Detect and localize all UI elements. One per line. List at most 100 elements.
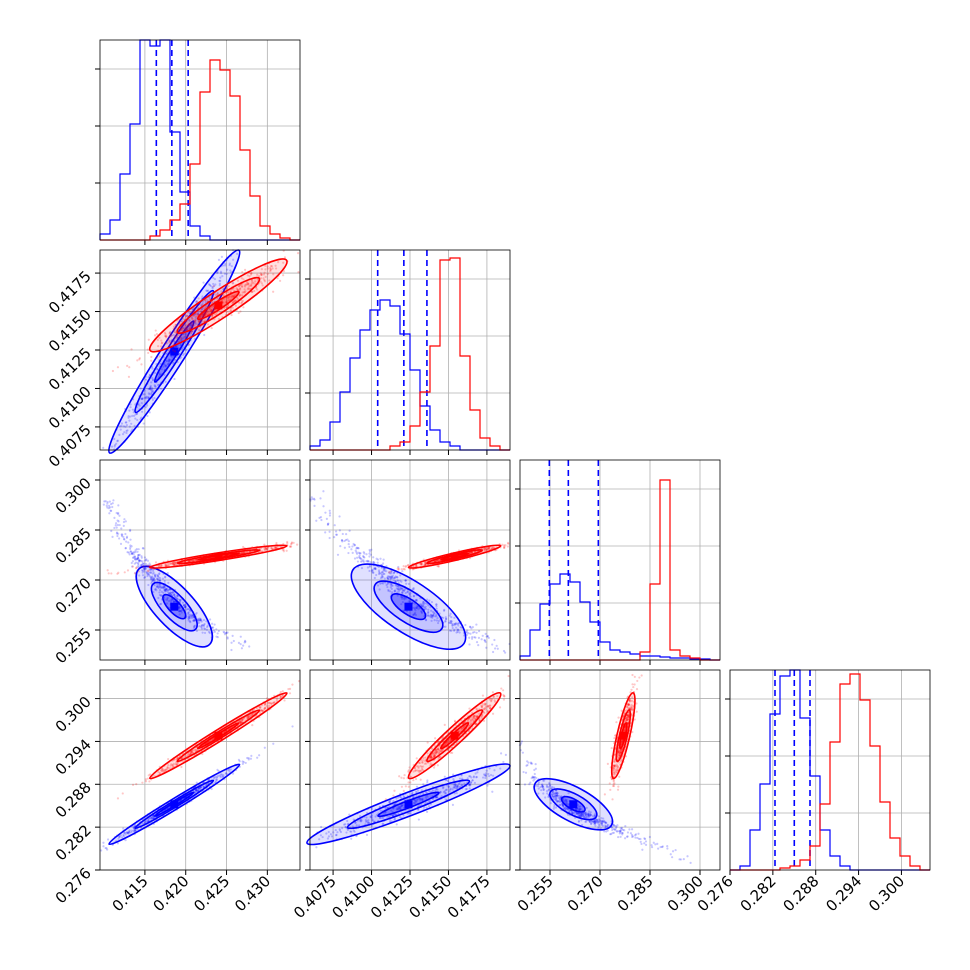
scatter-point xyxy=(370,548,373,551)
scatter-point xyxy=(197,617,200,620)
scatter-point xyxy=(285,549,288,552)
scatter-point xyxy=(258,754,261,757)
scatter-point xyxy=(114,524,117,527)
scatter-point xyxy=(191,308,194,311)
density-peak xyxy=(214,301,223,310)
scatter-point xyxy=(144,378,148,381)
scatter-point xyxy=(158,579,161,582)
scatter-point xyxy=(199,618,202,622)
scatter-point xyxy=(228,263,231,267)
scatter-point xyxy=(159,362,162,366)
scatter-point xyxy=(402,565,405,568)
scatter-point xyxy=(350,548,353,551)
scatter-point xyxy=(146,569,149,573)
scatter-point xyxy=(209,618,212,621)
scatter-point xyxy=(167,362,170,366)
scatter-point xyxy=(621,831,624,835)
scatter-point xyxy=(194,312,197,316)
scatter-point xyxy=(195,611,198,615)
scatter-point xyxy=(122,520,126,524)
scatter-point xyxy=(628,828,631,831)
scatter-point xyxy=(115,442,118,445)
scatter-point xyxy=(108,512,111,515)
scatter-point xyxy=(328,536,331,540)
scatter-point xyxy=(150,392,153,395)
scatter-point xyxy=(637,832,640,835)
scatter-point xyxy=(204,301,207,304)
scatter-point xyxy=(114,522,118,525)
scatter-point xyxy=(382,558,385,561)
scatter-point xyxy=(123,538,126,541)
scatter-point xyxy=(130,552,134,556)
scatter-point xyxy=(166,360,169,363)
scatter-point xyxy=(138,404,141,407)
scatter-point xyxy=(343,546,346,549)
scatter-point xyxy=(187,617,190,620)
scatter-point xyxy=(138,559,141,562)
scatter-point xyxy=(263,543,266,546)
scatter-point xyxy=(223,633,227,636)
scatter-point xyxy=(311,497,314,501)
scatter-point xyxy=(163,598,166,601)
scatter-point xyxy=(291,683,294,686)
scatter-point xyxy=(193,625,196,628)
scatter-point xyxy=(251,723,254,727)
scatter-point xyxy=(282,274,285,277)
scatter-point xyxy=(124,532,127,536)
scatter-point xyxy=(136,359,139,362)
scatter-point xyxy=(162,586,165,589)
scatter-point xyxy=(202,623,205,627)
scatter-point xyxy=(121,533,124,536)
scatter-point xyxy=(348,529,351,532)
scatter-point xyxy=(469,632,472,635)
panel-p1-p1 xyxy=(305,250,510,455)
scatter-point xyxy=(354,549,357,552)
scatter-point xyxy=(632,835,635,838)
scatter-point xyxy=(193,626,196,629)
scatter-point xyxy=(288,692,292,695)
scatter-point xyxy=(534,763,537,766)
scatter-point xyxy=(147,392,150,395)
scatter-point xyxy=(102,503,105,506)
scatter-point xyxy=(149,387,152,390)
scatter-point xyxy=(180,356,183,359)
scatter-point xyxy=(211,622,214,625)
scatter-point xyxy=(636,836,639,840)
scatter-point xyxy=(134,567,138,570)
scatter-point xyxy=(626,831,630,834)
scatter-point xyxy=(188,615,191,618)
scatter-point xyxy=(168,339,172,343)
scatter-point xyxy=(188,613,192,616)
y-tick-label: 0.294 xyxy=(52,736,95,779)
scatter-point xyxy=(232,281,235,285)
scatter-point xyxy=(106,569,109,572)
y-tick-label: 0.276 xyxy=(52,864,95,907)
scatter-point xyxy=(154,329,157,332)
scatter-point xyxy=(193,624,197,627)
scatter-point xyxy=(195,629,199,633)
scatter-point xyxy=(376,561,379,564)
scatter-point xyxy=(223,272,227,275)
scatter-point xyxy=(494,647,497,650)
scatter-point xyxy=(671,850,675,853)
scatter-point xyxy=(170,355,173,358)
scatter-point xyxy=(116,519,119,522)
scatter-point xyxy=(652,841,655,844)
scatter-point xyxy=(187,612,190,615)
scatter-point xyxy=(468,643,471,646)
scatter-point xyxy=(134,557,137,560)
scatter-point xyxy=(182,604,185,607)
scatter-point xyxy=(207,283,211,286)
scatter-point xyxy=(203,622,206,626)
scatter-point xyxy=(169,599,172,602)
scatter-point xyxy=(143,556,147,559)
scatter-point xyxy=(162,586,165,589)
scatter-point xyxy=(478,630,481,633)
scatter-point xyxy=(180,329,183,332)
scatter-point xyxy=(174,345,177,348)
scatter-point xyxy=(279,279,282,282)
scatter-point xyxy=(263,746,266,749)
scatter-point xyxy=(140,416,143,419)
scatter-point xyxy=(225,631,228,635)
scatter-point xyxy=(222,630,225,633)
